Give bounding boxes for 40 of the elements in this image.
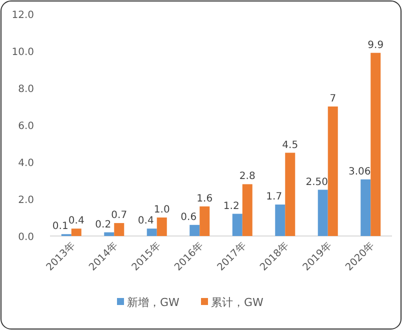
- data-label: 1.0: [154, 204, 170, 216]
- data-label: 0.7: [111, 210, 128, 222]
- data-label: 3.06: [348, 166, 371, 178]
- data-label: 0.6: [180, 212, 197, 223]
- bar: [275, 204, 286, 236]
- y-tick-label: 4.0: [18, 158, 34, 169]
- data-label: 1.6: [196, 193, 213, 204]
- bar: [71, 228, 82, 236]
- data-label: 2.50: [306, 176, 328, 188]
- legend-label: 累计，GW: [211, 296, 264, 309]
- data-label: 9.9: [368, 40, 384, 51]
- bar: [156, 218, 167, 236]
- data-label: 4.5: [282, 140, 298, 151]
- bar: [200, 206, 210, 236]
- data-label: 0.4: [138, 216, 154, 227]
- y-tick-label: 0.0: [18, 232, 34, 243]
- bar: [104, 232, 114, 236]
- bar: [360, 179, 371, 236]
- bar: [114, 223, 124, 236]
- bar: [242, 184, 252, 236]
- y-tick-label: 2.0: [18, 195, 34, 206]
- y-tick-label: 12.0: [12, 10, 34, 21]
- y-tick-label: 8.0: [18, 84, 34, 95]
- data-label: 0.1: [52, 221, 68, 232]
- data-label: 0.2: [95, 219, 112, 230]
- bar: [370, 52, 381, 236]
- data-label: 2.8: [239, 171, 256, 182]
- bar: [328, 106, 338, 236]
- data-label: 1.7: [266, 192, 282, 203]
- bar: [285, 152, 296, 236]
- data-label: 0.4: [68, 216, 84, 227]
- bar: [146, 228, 157, 236]
- data-label: 1.2: [223, 200, 240, 212]
- bar: [190, 224, 200, 236]
- data-label: 7: [330, 94, 336, 104]
- bar: [318, 190, 328, 236]
- y-tick-label: 10.0: [12, 47, 34, 58]
- bar: [232, 214, 242, 236]
- y-tick-label: 6.0: [18, 121, 34, 132]
- legend-label: 新增，GW: [127, 296, 180, 309]
